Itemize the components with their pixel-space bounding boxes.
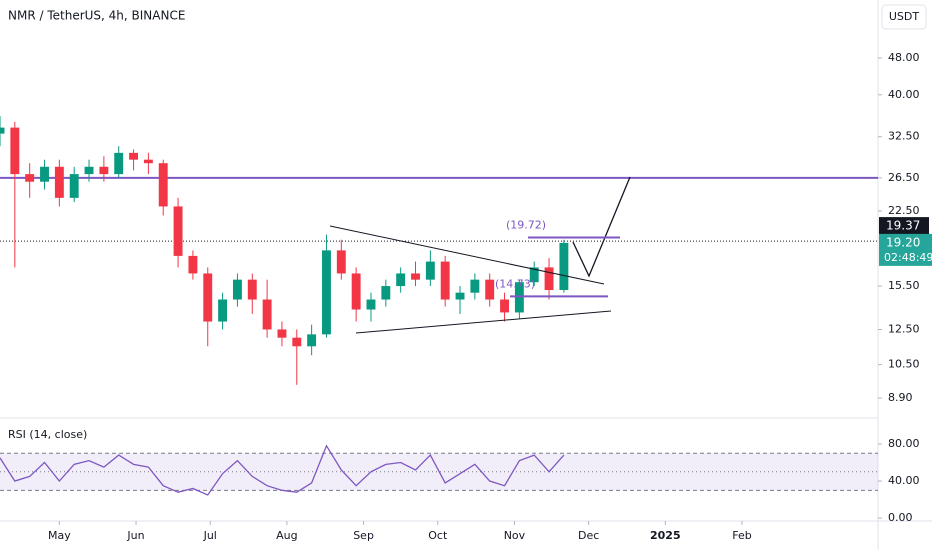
x-tick-label: Jun: [126, 529, 144, 542]
candle-body: [455, 292, 465, 300]
y-tick-label: 12.50: [888, 322, 920, 335]
candle-body: [232, 279, 242, 300]
rsi-title: RSI (14, close): [8, 428, 87, 441]
candle-body: [129, 152, 139, 160]
candle-body: [158, 163, 168, 207]
x-tick-label: Nov: [504, 529, 526, 542]
candle-body: [99, 166, 109, 175]
candle-body: [425, 261, 435, 280]
triangle-bottom: [355, 310, 612, 334]
candle-body: [188, 255, 198, 274]
candle-body: [84, 166, 94, 175]
candle-body: [173, 206, 183, 256]
candle-body: [292, 337, 302, 347]
triangle-top: [329, 225, 605, 285]
currency-button[interactable]: [881, 4, 927, 30]
y-tick-label: 10.50: [888, 358, 920, 371]
candle-body: [500, 299, 509, 313]
candle-body: [25, 174, 35, 182]
y-tick-label: 48.00: [888, 51, 920, 64]
candle-body: [396, 273, 406, 287]
candle-body: [218, 299, 228, 322]
candle-body: [485, 279, 495, 300]
x-tick-label: Sep: [353, 529, 374, 542]
candle-body: [10, 127, 20, 175]
candle-body: [247, 279, 257, 300]
x-tick-label: Jul: [203, 529, 217, 542]
last-price-label: 19.37: [886, 219, 920, 233]
candle-body: [559, 242, 569, 291]
x-tick-label: Feb: [732, 529, 751, 542]
annotation-label: (14.73): [495, 277, 535, 290]
rsi-tick-label: 80.00: [888, 437, 920, 450]
candle-body: [277, 329, 287, 338]
candle-body: [322, 250, 331, 335]
candle-body: [40, 166, 49, 182]
candle-body: [69, 174, 79, 198]
candle-body: [351, 273, 361, 310]
y-tick-label: 8.90: [888, 391, 913, 404]
currency-label[interactable]: USDT: [889, 10, 920, 23]
candle-body: [440, 261, 450, 300]
last-price-tag: [879, 217, 929, 236]
x-tick-label: Aug: [276, 529, 297, 542]
x-tick-label: Oct: [428, 529, 448, 542]
candle-body: [366, 299, 376, 310]
candle-body: [143, 159, 153, 164]
candle-body: [0, 127, 5, 134]
candle-body: [470, 279, 480, 293]
current-price-tag: [879, 233, 932, 266]
x-tick-label: Dec: [578, 529, 599, 542]
y-tick-label: 32.50: [888, 130, 920, 143]
rsi-line: [0, 444, 565, 496]
current-price-label: 19.20: [886, 235, 920, 249]
y-tick-label: 15.50: [888, 279, 920, 292]
annotation-label: (19.72): [506, 218, 546, 231]
candle-body: [54, 166, 64, 198]
candle-body: [381, 286, 391, 300]
x-tick-label: May: [48, 529, 71, 542]
x-tick-label: 2025: [650, 529, 681, 542]
y-tick-label: 22.50: [888, 204, 920, 217]
candle-body: [203, 273, 213, 322]
candle-body: [114, 152, 124, 175]
countdown: 02:48:49: [884, 251, 932, 264]
candle-body: [336, 250, 346, 274]
candle-body: [544, 267, 554, 291]
projection-path: [572, 176, 631, 278]
symbol-title: NMR / TetherUS, 4h, BINANCE: [8, 9, 185, 23]
candle-body: [262, 299, 272, 330]
candle-body: [307, 334, 317, 347]
y-tick-label: 40.00: [888, 88, 920, 101]
candle-body: [529, 267, 539, 283]
y-tick-label: 26.50: [888, 171, 920, 184]
rsi-tick-label: 40.00: [888, 474, 920, 487]
candle-body: [411, 273, 420, 280]
rsi-tick-label: 0.00: [888, 511, 913, 524]
